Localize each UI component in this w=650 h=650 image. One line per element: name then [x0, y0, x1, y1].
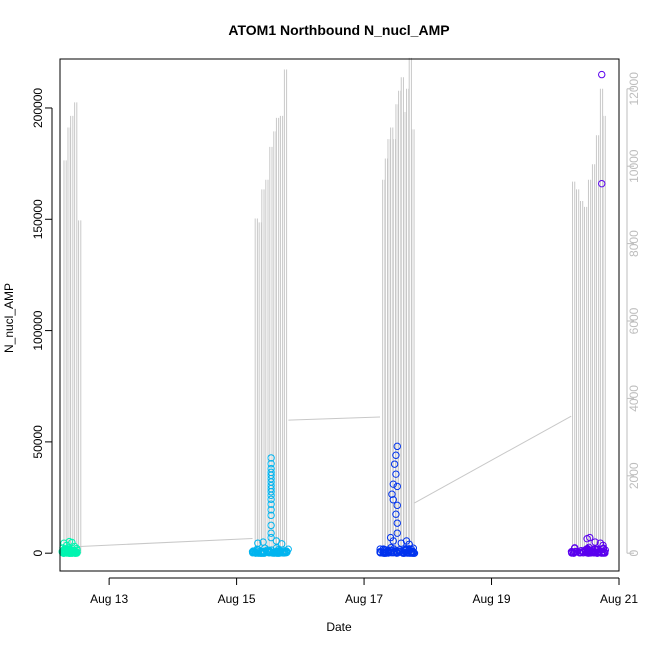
y2-tick-label: 8000: [627, 230, 641, 257]
data-point: [388, 546, 396, 555]
data-point: [599, 541, 607, 550]
y2-tick-label: 4000: [627, 385, 641, 412]
data-point: [405, 540, 413, 548]
data-point: [402, 548, 411, 557]
x-tick-label: Aug 21: [600, 592, 638, 606]
x-axis-label: Date: [326, 620, 352, 634]
y2-tick-label: 10000: [627, 149, 641, 183]
data-point: [585, 549, 593, 557]
data-point: [389, 537, 397, 545]
x-tick-label: Aug 19: [473, 592, 511, 606]
data-point: [267, 521, 275, 530]
data-point: [267, 495, 275, 504]
data-point: [68, 549, 77, 557]
data-point: [570, 549, 578, 557]
points-layer: [58, 70, 610, 557]
chart-title: ATOM1 Northbound N_nucl_AMP: [228, 22, 449, 38]
data-point: [267, 460, 275, 468]
data-point: [392, 510, 400, 518]
y2-tick-label: 2000: [627, 462, 641, 489]
data-point: [267, 506, 275, 514]
data-point: [388, 490, 396, 498]
data-point: [390, 548, 398, 556]
x-tick-label: Aug 17: [345, 592, 383, 606]
data-point: [572, 547, 580, 556]
data-point: [568, 547, 576, 556]
data-point: [259, 549, 267, 557]
data-point: [284, 545, 292, 553]
data-point: [407, 547, 415, 555]
axes-layer: Aug 13 Aug 15 Aug 17 Aug 19 Aug 21 0 50000 1000…: [31, 72, 641, 606]
data-point: [598, 179, 606, 188]
data-point: [254, 539, 262, 547]
data-point: [267, 454, 275, 462]
data-point: [267, 511, 275, 520]
data-point: [393, 529, 401, 537]
data-point: [266, 547, 275, 556]
data-point: [72, 549, 81, 557]
y-tick-label: 50000: [31, 425, 45, 459]
data-point: [583, 545, 591, 553]
data-point: [267, 533, 275, 542]
y-tick-label: 0: [31, 550, 45, 557]
data-point: [273, 549, 282, 557]
data-point: [259, 538, 267, 546]
data-point: [267, 491, 275, 500]
data-point: [392, 470, 400, 478]
connector-line: [414, 415, 572, 504]
data-point: [393, 482, 401, 491]
data-point: [393, 501, 401, 510]
data-point: [389, 480, 397, 488]
data-point: [267, 529, 275, 537]
data-point: [390, 460, 399, 468]
y2-tick-label: 6000: [627, 307, 641, 334]
y2-tick-label: 0: [627, 550, 641, 557]
y-tick-label: 200000: [31, 88, 45, 128]
data-point: [267, 474, 275, 483]
data-point: [598, 70, 606, 79]
connector-line: [77, 537, 253, 548]
data-point: [393, 519, 401, 527]
x-tick-label: Aug 15: [218, 592, 256, 606]
x-tick-label: Aug 13: [90, 592, 128, 606]
data-point: [70, 542, 79, 551]
data-point: [249, 547, 257, 555]
connector-line: [288, 416, 381, 421]
y-tick-label: 100000: [31, 310, 45, 350]
data-point: [591, 538, 599, 546]
data-point: [278, 540, 286, 548]
plot-frame: [59, 58, 620, 572]
data-point: [376, 548, 384, 556]
data-point: [267, 488, 275, 496]
y-axis-label: N_nucl_AMP: [2, 283, 16, 353]
data-point: [389, 496, 397, 504]
data-point: [64, 548, 72, 557]
y2-tick-label: 12000: [627, 72, 641, 106]
data-point: [267, 500, 275, 508]
data-point: [392, 451, 400, 459]
y-tick-label: 150000: [31, 199, 45, 239]
data-point: [586, 533, 594, 542]
data-point: [257, 547, 266, 556]
data-point: [380, 549, 388, 557]
data-point: [393, 442, 401, 451]
